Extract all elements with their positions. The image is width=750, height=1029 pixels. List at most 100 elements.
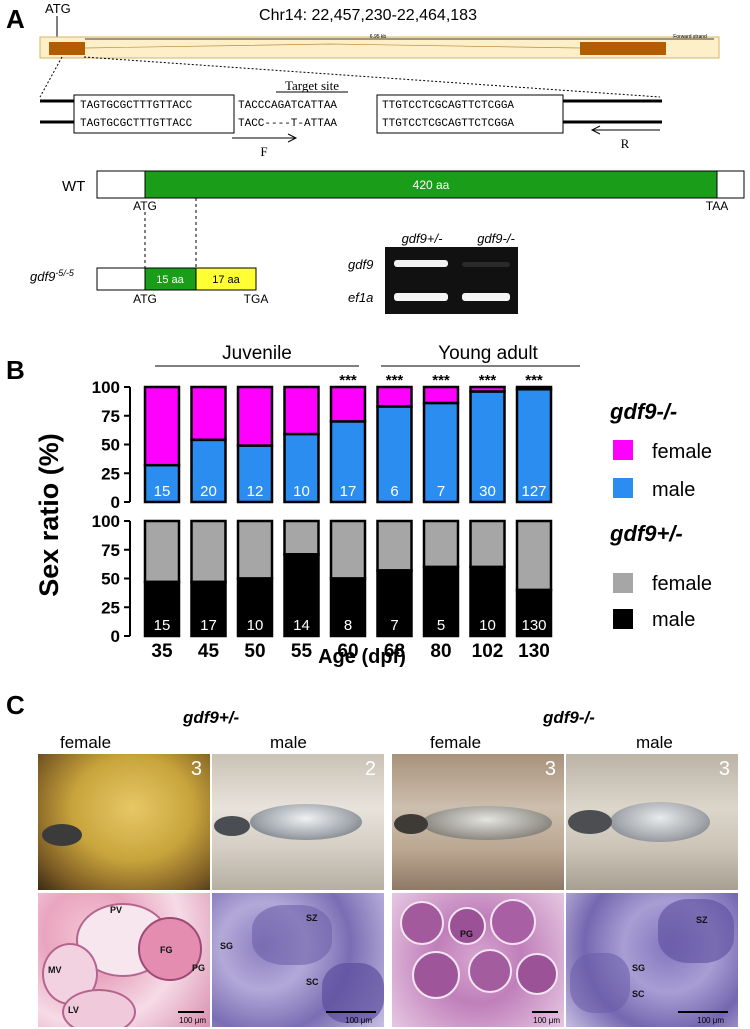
top-bar-female-80 <box>422 385 460 405</box>
bottom-count-label: 17 <box>200 617 217 634</box>
bottom-count-label: 5 <box>437 617 445 634</box>
wt-protein-bar <box>144 170 718 199</box>
mut-seg2-bar <box>195 267 257 291</box>
legend-bottom-genotype: gdf9+/- <box>609 521 683 546</box>
x-tick-label: 50 <box>244 641 265 662</box>
bottom-ytick-label: 50 <box>101 570 120 589</box>
tissue-label-pg: PG <box>460 929 474 939</box>
tissue-label-mv: MV <box>48 965 62 975</box>
wt-start: ATG <box>133 199 157 213</box>
tissue-label-sc: SC <box>306 977 319 987</box>
bottom-count-label: 15 <box>154 617 171 634</box>
tissue-label-fg: FG <box>160 945 173 955</box>
top-bar-male-60 <box>329 420 367 504</box>
histology-ko-male: SZ SG SC 100 μm <box>566 893 738 1027</box>
top-count-label: 12 <box>247 483 264 500</box>
col-label-ko-female: female <box>430 733 482 752</box>
gel-col2: gdf9-/- <box>477 231 515 246</box>
bottom-count-label: 14 <box>293 617 310 634</box>
top-bar-female-50 <box>236 385 274 447</box>
top-count-label: 7 <box>437 483 445 500</box>
gel-image <box>385 247 518 314</box>
tissue-label-lv: LV <box>68 1005 79 1015</box>
legend-top-genotype: gdf9-/- <box>609 399 677 424</box>
top-count-label: 6 <box>390 483 398 500</box>
top-ytick-label: 0 <box>111 493 120 512</box>
photo-het-male: 2 <box>212 754 384 890</box>
histology-het-male: SZ SG SC 100 μm <box>212 893 384 1027</box>
bottom-bar-male-60 <box>329 577 367 638</box>
wt-label: WT <box>62 178 85 195</box>
mut-label: gdf9-5/-5 <box>30 268 75 284</box>
gel-col1: gdf9+/- <box>402 231 444 246</box>
legend-bottom-female-swatch <box>613 573 633 593</box>
top-count-label: 15 <box>154 483 171 500</box>
bottom-bar-female-68 <box>376 519 413 572</box>
seq-mut-mid: TACC----T-ATTAA <box>238 118 337 130</box>
tissue-label-sc: SC <box>632 989 645 999</box>
top-bar-female-35 <box>143 385 181 467</box>
x-tick-label: 80 <box>430 641 451 662</box>
scale-bar-label: 100 μm <box>533 1016 560 1025</box>
bottom-bar-female-55 <box>283 519 320 556</box>
scale-bar-label: 100 μm <box>179 1016 206 1025</box>
x-tick-label: 45 <box>198 641 220 662</box>
bottom-count-label: 130 <box>521 617 546 634</box>
top-bar-male-80 <box>422 401 460 504</box>
significance-marker: *** <box>432 372 450 389</box>
top-ytick-label: 50 <box>101 436 120 455</box>
chromosome-label: Chr14: 22,457,230-22,464,183 <box>259 7 477 24</box>
top-bar-male-35 <box>143 463 181 504</box>
x-tick-label: 55 <box>291 641 313 662</box>
histology-het-female: PV FG MV PG LV 100 μm <box>38 893 210 1027</box>
legend-top-male-swatch <box>613 478 633 498</box>
col-label-ko-male: male <box>636 733 673 752</box>
mut-stop: TGA <box>244 292 269 306</box>
bottom-bar-male-102 <box>469 565 506 638</box>
x-tick-label: 35 <box>151 641 173 662</box>
bottom-bar-male-80 <box>422 565 460 638</box>
top-count-label: 127 <box>521 483 546 500</box>
photo-ko-female: 3 <box>392 754 564 890</box>
x-axis-title: Age (dpf) <box>318 646 406 668</box>
bottom-ytick-label: 75 <box>101 541 120 560</box>
panel-a-letter: A <box>6 4 25 34</box>
significance-marker: *** <box>339 372 357 389</box>
seq-mut-left: TAGTGCGCTTTGTTACC <box>80 118 193 130</box>
bottom-bar-female-35 <box>143 519 181 584</box>
photo-het-female: 3 <box>38 754 210 890</box>
tissue-label-pg: PG <box>192 963 206 973</box>
photo-number: 3 <box>718 758 730 780</box>
bottom-ytick-label: 100 <box>92 512 120 531</box>
photo-ko-male: 3 <box>566 754 738 890</box>
legend-bottom-male-swatch <box>613 609 633 629</box>
gel-row2: ef1a <box>348 290 373 305</box>
ruler-scale: 6.95 kb <box>370 34 387 40</box>
top-bar-female-45 <box>190 385 227 442</box>
wt-stop: TAA <box>706 199 728 213</box>
atg-top-label: ATG <box>45 1 71 16</box>
bottom-ytick-label: 25 <box>101 598 120 617</box>
top-ytick-label: 100 <box>92 378 120 397</box>
bottom-bar-male-55 <box>283 553 320 638</box>
wt-protein-label: 420 aa <box>413 178 450 192</box>
bottom-bar-male-68 <box>376 569 413 638</box>
bottom-bar-female-102 <box>469 519 506 569</box>
mut-start: ATG <box>133 292 157 306</box>
bottom-bar-female-60 <box>329 519 367 580</box>
scale-bar-label: 100 μm <box>697 1016 724 1025</box>
significance-marker: *** <box>479 372 497 389</box>
col-label-het-female: female <box>60 733 112 752</box>
top-bar-male-50 <box>236 444 274 504</box>
sex-ratio-chart: Juvenile Young adult Sex ratio (%) Age (… <box>34 343 712 668</box>
top-ytick-label: 75 <box>101 407 120 426</box>
bottom-count-label: 7 <box>390 617 398 634</box>
panel-a-figure: ATG Chr14: 22,457,230-22,464,183 6.95 kb… <box>30 1 745 314</box>
tissue-label-sz: SZ <box>696 915 708 925</box>
x-tick-label: 60 <box>337 641 358 662</box>
bottom-bar-male-50 <box>236 577 274 638</box>
bottom-bar-female-50 <box>236 519 274 580</box>
panel-c-letter: C <box>6 690 25 720</box>
top-count-label: 10 <box>293 483 310 500</box>
seq-wt-right: TTGTCCTCGCAGTTCTCGGA <box>382 100 514 112</box>
